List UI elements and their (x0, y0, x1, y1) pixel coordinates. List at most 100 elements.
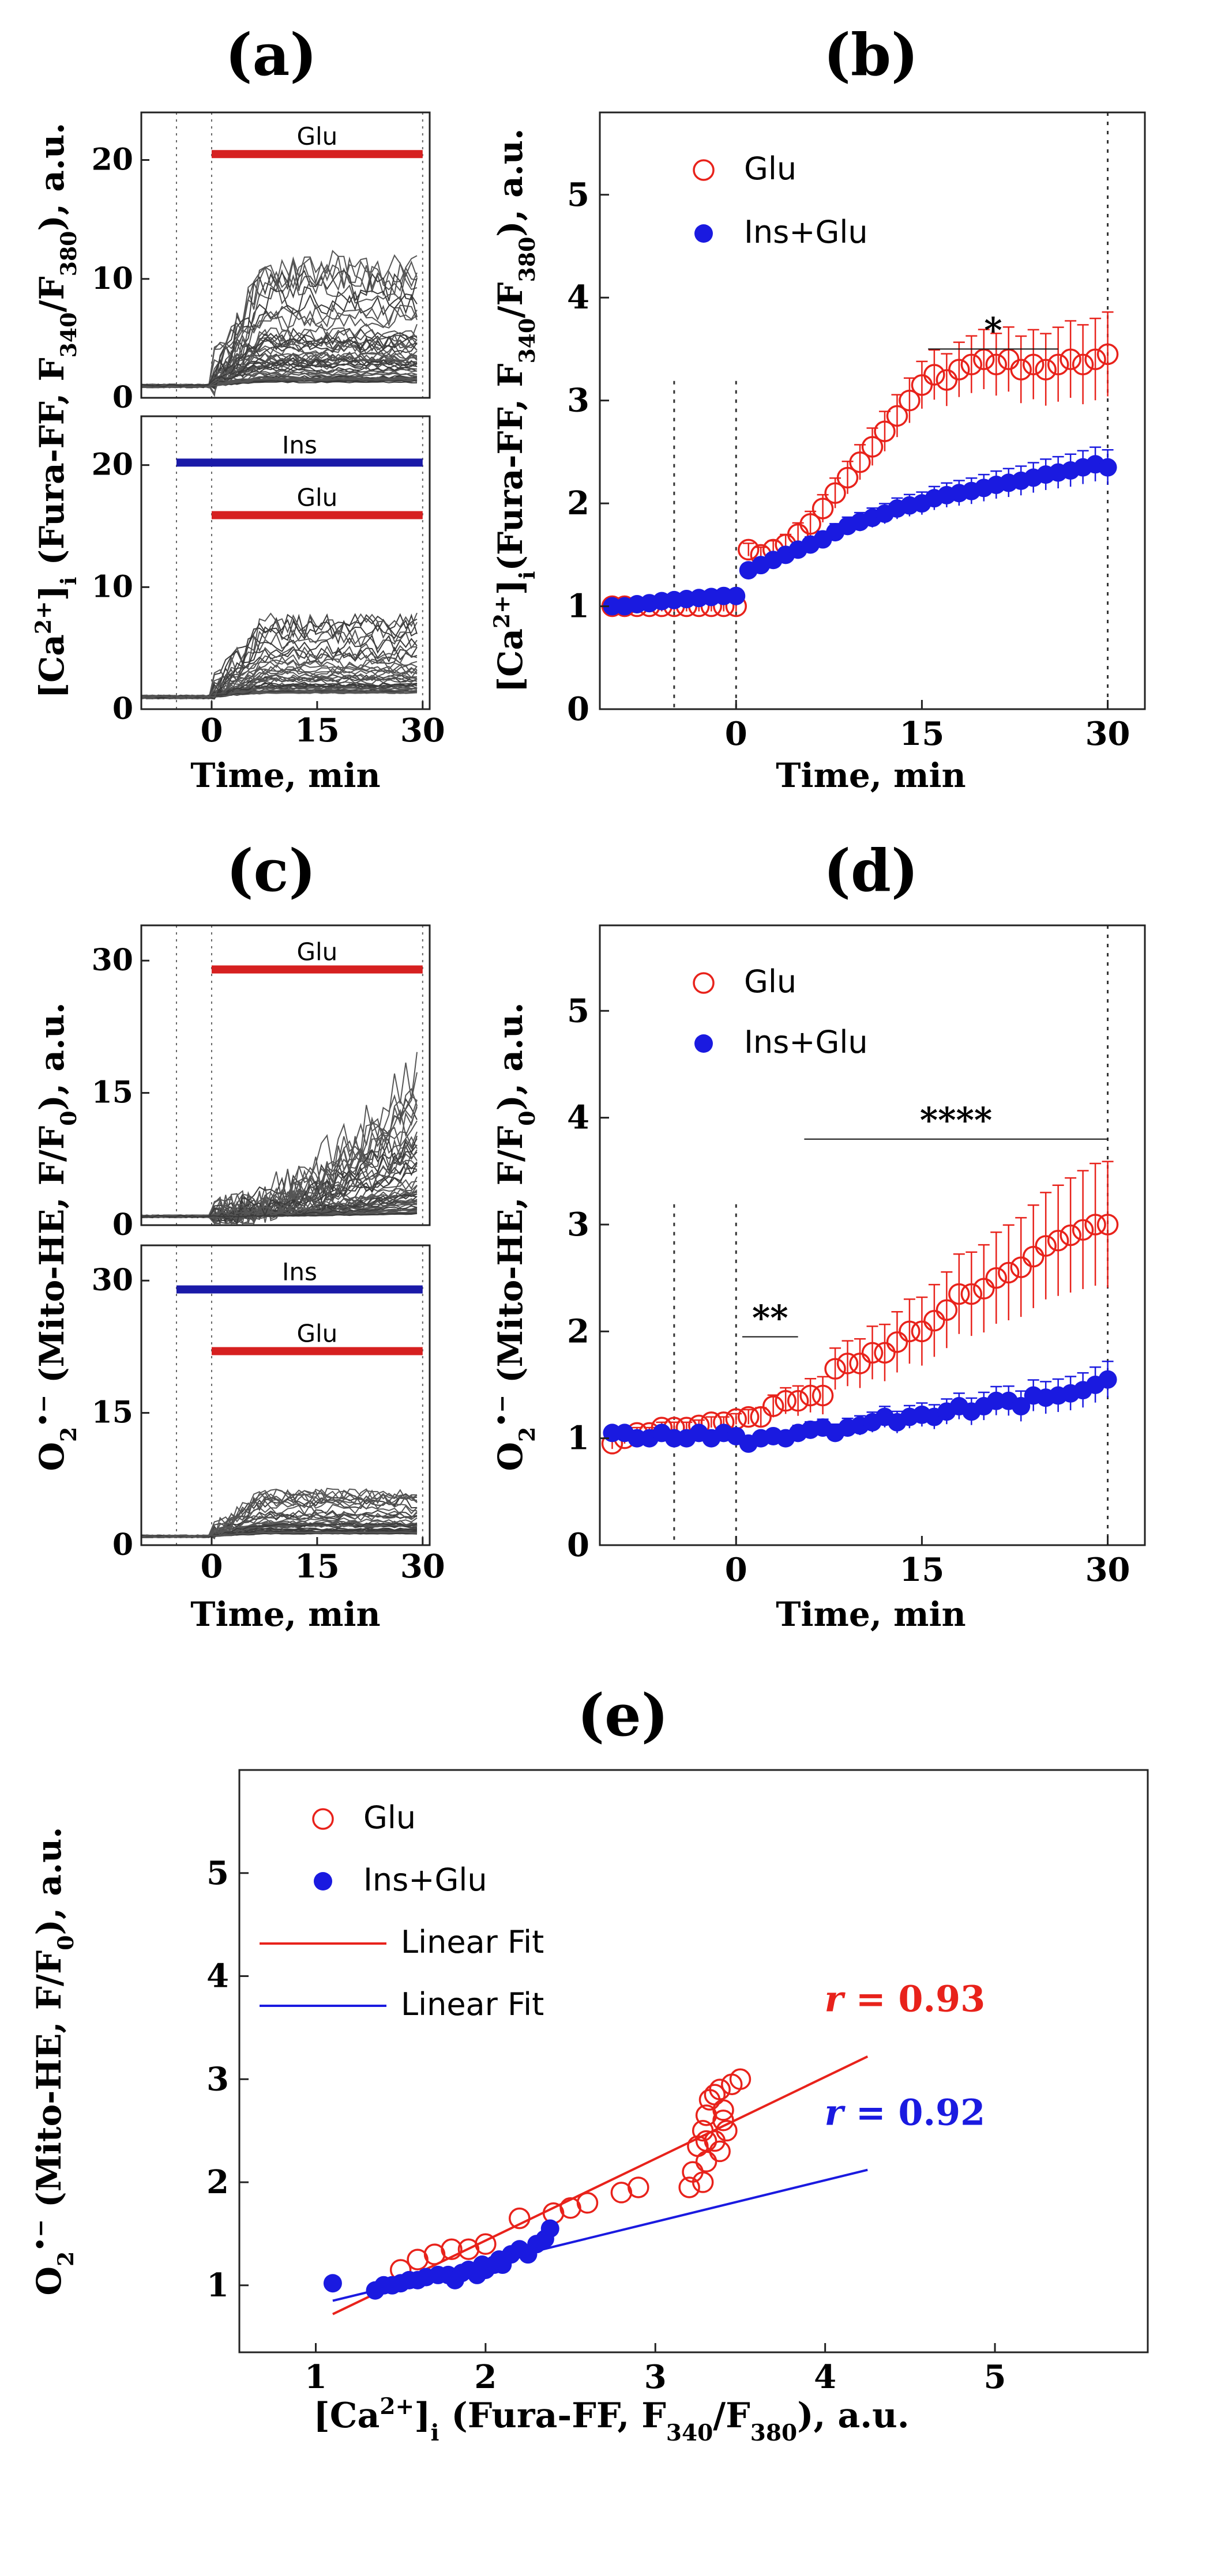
trace-line (141, 651, 418, 700)
data-point-glu (886, 405, 908, 427)
y-axis-label: O2•− (Mito-HE, F/F0), a.u. (489, 1003, 540, 1471)
x-tick-label: 4 (814, 2358, 836, 2396)
data-point-glu (1047, 353, 1069, 375)
data-point-glu (712, 2110, 734, 2131)
data-point-glu (704, 2130, 726, 2152)
data-point-ins-glu (323, 2274, 342, 2293)
y-tick-label: 10 (92, 261, 133, 296)
legend-label: Linear Fit (401, 1986, 544, 2023)
data-point-glu (678, 2176, 700, 2198)
legend-marker (693, 159, 715, 181)
y-tick-label: 4 (206, 1957, 229, 1995)
data-point-glu (692, 2171, 714, 2193)
data-point-glu (849, 1353, 871, 1374)
data-point-glu (628, 2176, 649, 2198)
y-tick-label: 20 (92, 447, 133, 483)
x-tick-label: 0 (200, 1547, 223, 1585)
data-point-glu (799, 1384, 821, 1407)
legend-label: Glu (363, 1799, 416, 1836)
plot-frame (140, 1244, 431, 1546)
data-point-glu (849, 451, 871, 473)
treatment-bar-label: Ins (282, 431, 317, 459)
data-point-ins-glu (1098, 1370, 1117, 1389)
data-point-glu (886, 1331, 908, 1353)
y-tick-label: 1 (206, 2266, 229, 2304)
data-point-glu (441, 2238, 463, 2260)
y-tick-label: 2 (567, 1312, 589, 1350)
data-point-glu (1072, 1219, 1094, 1241)
data-point-glu (1096, 1214, 1119, 1236)
legend-label: Ins+Glu (744, 214, 868, 250)
treatment-bar-label: Ins (282, 1257, 317, 1286)
y-tick-label: 0 (112, 691, 133, 726)
legend-label: Ins+Glu (363, 1862, 487, 1898)
data-point-glu (508, 2207, 531, 2229)
fit-annotation: r = 0.92 (825, 2091, 986, 2133)
legend-label: Glu (744, 963, 797, 1000)
data-point-glu (1035, 359, 1057, 381)
data-point-glu (973, 1278, 995, 1300)
data-point-ins-glu (540, 2219, 559, 2238)
data-point-glu (911, 1320, 933, 1343)
data-point-glu (874, 420, 896, 442)
data-point-glu (998, 1261, 1020, 1284)
x-tick-label: 1 (305, 2358, 327, 2396)
x-tick-label: 3 (644, 2358, 667, 2396)
y-tick-label: 5 (206, 1854, 229, 1892)
chart-b: * 0 1 2 3 4 5 0 15 30 Glu Ins+Glu (567, 111, 1146, 753)
data-point-glu (799, 513, 821, 535)
data-point-glu (712, 2099, 734, 2121)
data-point-glu (812, 498, 834, 519)
legend-marker (694, 224, 713, 243)
chart-c-lower: Ins Glu 0 15 30 (92, 1244, 431, 1562)
data-point-glu (1084, 348, 1106, 371)
trace-line (141, 343, 418, 389)
data-point-glu (787, 1390, 809, 1412)
x-tick-label: 5 (984, 2358, 1006, 2396)
trace-line (141, 1212, 418, 1218)
legend-marker (314, 1872, 332, 1890)
data-point-glu (861, 1342, 884, 1364)
data-point-glu (923, 1310, 945, 1332)
y-tick-label: 15 (92, 1395, 133, 1430)
y-tick-label: 4 (567, 278, 589, 317)
x-axis-label: Time, min (776, 1595, 965, 1634)
panel-label-e: (e) (577, 1681, 668, 1749)
x-tick-label: 30 (1085, 715, 1130, 753)
data-point-glu (729, 2068, 752, 2091)
chart-c-upper: Glu 0 15 30 (92, 924, 431, 1242)
data-point-glu (861, 436, 884, 458)
y-tick-label: 5 (567, 992, 589, 1030)
y-axis-label: O2•− (Mito-HE, F/F0), a.u. (28, 1827, 78, 2296)
y-tick-label: 30 (92, 943, 133, 978)
y-tick-label: 3 (206, 2060, 229, 2098)
data-point-glu (695, 2130, 717, 2152)
plot-frame (140, 111, 431, 399)
x-tick-label: 15 (899, 715, 944, 753)
x-axis-label: [Ca2+]i (Fura-FF, F340/F380), a.u. (313, 2393, 909, 2446)
data-point-glu (923, 364, 945, 386)
plot-frame (140, 924, 431, 1226)
x-tick-label: 30 (400, 711, 445, 750)
y-tick-label: 3 (567, 382, 589, 420)
data-point-glu (874, 1342, 896, 1364)
x-tick-label: 15 (899, 1551, 944, 1589)
y-axis-label: O2•− (Mito-HE, F/F0), a.u. (31, 1003, 81, 1471)
panel-label-a: (a) (225, 21, 317, 89)
data-point-glu (1072, 353, 1094, 375)
y-tick-label: 4 (567, 1099, 589, 1137)
legend-label: Linear Fit (401, 1924, 544, 1960)
treatment-bar-label: Glu (296, 937, 337, 966)
chart-e: 1 2 3 4 5 1 2 3 4 5 Glu Ins+Glu Linear Fit Linear Fit… (206, 1769, 1149, 2396)
data-point-glu (936, 1299, 958, 1321)
y-axis-label: [Ca2+]i (Fura-FF, F340/F380), a.u. (31, 123, 81, 699)
x-tick-label: 0 (725, 1551, 747, 1589)
panel-label-b: (b) (824, 21, 919, 89)
data-point-glu (960, 1283, 983, 1305)
data-point-glu (960, 353, 983, 375)
plot-frame (599, 111, 1146, 710)
y-tick-label: 0 (112, 380, 133, 415)
data-point-glu (836, 466, 859, 489)
treatment-bar-label: Glu (296, 122, 337, 150)
